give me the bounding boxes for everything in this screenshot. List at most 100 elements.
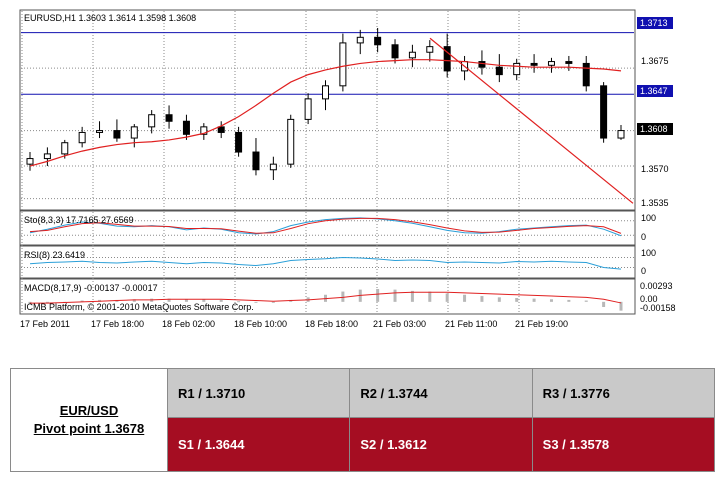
- macd-panel: [19, 278, 636, 315]
- stochastic-main-line: [29, 217, 622, 237]
- candle-body: [287, 118, 295, 165]
- pivot-title-cell: EUR/USD Pivot point 1.3678: [10, 368, 168, 472]
- macd-histogram-bar: [184, 299, 188, 302]
- resistance-1: R1 / 1.3710: [166, 367, 351, 419]
- macd-histogram-bar: [445, 293, 449, 302]
- level-label-2: 1.3647: [640, 86, 668, 96]
- stochastic-tick-100: 100: [641, 213, 656, 223]
- macd-histogram-bar: [463, 294, 467, 302]
- macd-label: MACD(8,17,9) -0.00137 -0.00017: [24, 283, 158, 293]
- pivot-table: EUR/USD Pivot point 1.3678 R1 / 1.3710 R…: [10, 367, 716, 472]
- macd-signal-line: [30, 291, 622, 304]
- rsi-line: [29, 256, 622, 270]
- candle-body: [478, 61, 486, 68]
- price-tick-1: 1.3675: [641, 56, 669, 66]
- macd-histogram-bar: [532, 298, 536, 302]
- pair-name: EUR/USD: [59, 403, 119, 418]
- candle-body: [235, 131, 243, 153]
- candle-body: [339, 42, 347, 87]
- price-tick-3: 1.3535: [641, 198, 669, 208]
- trend-line: [429, 37, 634, 204]
- macd-histogram-bar: [602, 301, 606, 307]
- macd-histogram-bar: [271, 301, 275, 303]
- time-label-1: 17 Feb 18:00: [91, 319, 144, 329]
- macd-histogram-bar: [497, 297, 501, 302]
- time-label-2: 18 Feb 02:00: [162, 319, 215, 329]
- candle-body: [26, 158, 34, 165]
- candle-body: [547, 61, 555, 66]
- macd-histogram-bar: [237, 301, 241, 303]
- macd-histogram-bar: [376, 288, 380, 302]
- current-price-label: 1.3608: [640, 124, 668, 134]
- chart-area: EURUSD,H1 1.3603 1.3614 1.3598 1.3608 1.…: [19, 9, 676, 329]
- candle-body: [443, 46, 451, 72]
- macd-histogram-bar: [619, 301, 623, 311]
- rsi-tick-100: 100: [641, 248, 656, 258]
- current-price-box: [637, 123, 673, 135]
- moving-average-line: [29, 59, 622, 167]
- candle-body: [78, 131, 86, 144]
- candle-body: [217, 126, 225, 133]
- time-label-6: 21 Feb 11:00: [445, 319, 497, 329]
- stochastic-signal-line: [29, 217, 622, 234]
- time-label-4: 18 Feb 18:00: [305, 319, 358, 329]
- macd-histogram-bar: [393, 289, 397, 302]
- pivot-point: Pivot point 1.3678: [33, 421, 145, 436]
- macd-histogram-bar: [80, 300, 84, 302]
- candle-body: [356, 36, 364, 44]
- macd-histogram-bar: [410, 290, 414, 302]
- macd-histogram-bar: [567, 299, 571, 302]
- candle-body: [61, 142, 69, 155]
- candle-body: [148, 114, 156, 128]
- candle-body: [374, 36, 382, 46]
- macd-histogram-bar: [584, 300, 588, 302]
- candle-body: [565, 61, 573, 64]
- candle-body: [513, 62, 521, 76]
- candle-body: [322, 85, 329, 100]
- macd-histogram-bar: [341, 291, 345, 302]
- candle-body: [391, 44, 399, 59]
- time-label-3: 18 Feb 10:00: [234, 319, 287, 329]
- level-label-box-2: [637, 85, 673, 97]
- candle-body: [617, 130, 625, 139]
- time-label-5: 21 Feb 03:00: [373, 319, 426, 329]
- stochastic-label: Sto(8,3,3) 17.7165 27.6569: [24, 215, 134, 225]
- resistance-3: R3 / 1.3776: [531, 367, 716, 419]
- macd-histogram-bar: [254, 301, 258, 303]
- candle-body: [304, 98, 312, 120]
- time-label-7: 21 Feb 19:00: [515, 319, 568, 329]
- stochastic-tick-0: 0: [641, 232, 646, 242]
- macd-tick-bottom: -0.00158: [640, 303, 676, 313]
- candle-body: [200, 126, 208, 135]
- macd-histogram-bar: [202, 299, 206, 302]
- candle-body: [252, 151, 260, 171]
- macd-histogram-bar: [428, 291, 432, 302]
- macd-histogram-bar: [132, 299, 136, 302]
- macd-tick-top: 0.00293: [640, 281, 673, 291]
- price-panel: [19, 9, 636, 211]
- price-tick-2: 1.3570: [641, 164, 669, 174]
- macd-histogram-bar: [480, 296, 484, 302]
- support-3: S3 / 1.3578: [531, 417, 716, 472]
- candle-body: [495, 66, 503, 76]
- resistance-2: R2 / 1.3744: [349, 367, 533, 419]
- macd-histogram-bar: [219, 299, 223, 302]
- candle-body: [165, 114, 173, 122]
- candle-body: [582, 62, 590, 87]
- level-label-box-1: [637, 17, 673, 29]
- candle-body: [408, 51, 416, 59]
- macd-histogram-bar: [45, 301, 49, 304]
- candle-body: [600, 85, 608, 139]
- candle-body: [530, 62, 538, 66]
- rsi-label: RSI(8) 23.6419: [24, 250, 85, 260]
- candle-body: [269, 163, 277, 171]
- macd-histogram-bar: [549, 299, 553, 302]
- copyright-text: ICMB Platform, © 2001-2010 MetaQuotes So…: [24, 302, 254, 312]
- level-label-1: 1.3713: [640, 18, 668, 28]
- candle-body: [113, 130, 121, 139]
- chart-title: EURUSD,H1 1.3603 1.3614 1.3598 1.3608: [24, 13, 196, 23]
- time-label-0: 17 Feb 2011: [20, 319, 70, 329]
- macd-tick-zero: 0.00: [640, 294, 658, 304]
- candle-body: [426, 46, 434, 53]
- candle-body: [43, 153, 51, 160]
